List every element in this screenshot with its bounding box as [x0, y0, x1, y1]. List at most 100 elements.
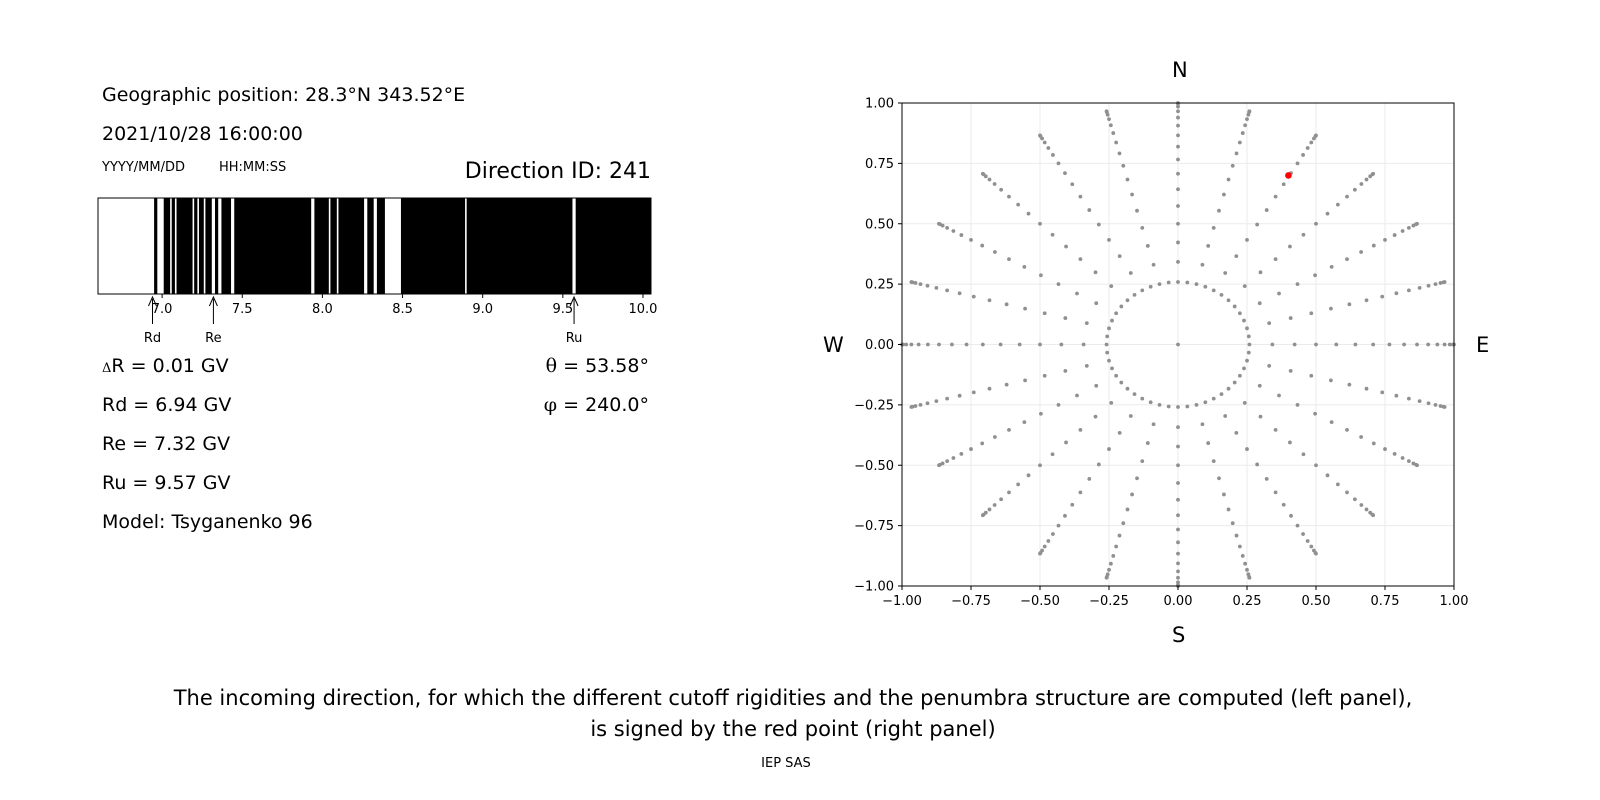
- delta-r-text: R = 0.01 GV: [111, 355, 229, 377]
- grid-point: [1245, 358, 1249, 363]
- grid-point: [1247, 342, 1252, 347]
- grid-point: [1313, 411, 1317, 416]
- time-format-label: HH:MM:SS: [219, 160, 287, 175]
- grid-point: [1289, 513, 1293, 518]
- grid-point: [1046, 539, 1051, 543]
- grid-point: [1222, 192, 1226, 197]
- grid-point: [1223, 271, 1228, 275]
- grid-point: [1176, 405, 1180, 409]
- grid-point: [1438, 404, 1443, 408]
- ru-value: Ru = 9.57 GV: [102, 472, 231, 494]
- grid-point: [1245, 447, 1249, 451]
- grid-point: [1087, 477, 1092, 481]
- grid-point: [1246, 334, 1251, 339]
- grid-point: [998, 342, 1003, 347]
- grid-point: [1442, 405, 1447, 409]
- geographic-position: Geographic position: 28.3°N 343.52°E: [102, 84, 466, 106]
- grid-point: [1313, 273, 1317, 278]
- grid-point: [1056, 282, 1061, 287]
- grid-point: [1064, 440, 1068, 445]
- grid-point: [909, 280, 914, 284]
- grid-point: [934, 285, 939, 290]
- grid-point: [1237, 311, 1242, 316]
- grid-point: [1046, 146, 1051, 150]
- grid-point: [1176, 425, 1180, 429]
- grid-point: [1347, 382, 1352, 387]
- grid-point: [1004, 302, 1009, 307]
- grid-point: [1273, 490, 1278, 495]
- grid-point: [1380, 294, 1385, 299]
- grid-point: [1314, 342, 1318, 347]
- allowed-band: [197, 198, 199, 294]
- theta-text: = 53.58°: [557, 355, 649, 377]
- grid-point: [934, 399, 939, 404]
- grid-point: [1217, 208, 1221, 213]
- grid-point: [1295, 523, 1300, 528]
- grid-point: [1277, 291, 1281, 296]
- grid-point: [1433, 402, 1438, 407]
- grid-point: [1240, 131, 1245, 135]
- grid-point: [1063, 513, 1067, 518]
- theta-symbol: θ: [545, 355, 558, 377]
- grid-point: [1107, 117, 1111, 122]
- grid-point: [950, 342, 954, 347]
- x-tick-label: −0.75: [951, 594, 991, 609]
- grid-point: [1206, 441, 1211, 445]
- model-name: Model: Tsyganenko 96: [102, 511, 313, 533]
- grid-point: [1145, 244, 1150, 248]
- grid-point: [1314, 133, 1318, 138]
- grid-point: [1094, 383, 1099, 388]
- x-tick-label: 7.5: [232, 302, 253, 317]
- rd-value: Rd = 6.94 GV: [102, 394, 232, 416]
- penumbra-chart: 7.0 7.5 8.0 8.5 9.0 9.5 10.0 Rd Re Ru: [97, 197, 657, 346]
- grid-point: [1135, 208, 1139, 213]
- grid-point: [1007, 194, 1011, 199]
- grid-point: [1232, 380, 1237, 385]
- grid-point: [1334, 342, 1339, 347]
- grid-point: [1042, 544, 1047, 549]
- grid-point: [937, 463, 941, 468]
- grid-point: [1242, 284, 1247, 288]
- grid-point: [916, 342, 921, 347]
- grid-point: [1093, 414, 1098, 419]
- grid-point: [1417, 399, 1422, 404]
- grid-point: [1234, 254, 1239, 259]
- grid-point: [1125, 386, 1130, 391]
- grid-point: [980, 441, 985, 446]
- grid-point: [1007, 427, 1011, 432]
- grid-point: [1140, 225, 1145, 230]
- grid-point: [1359, 503, 1364, 507]
- grid-point: [1371, 171, 1376, 176]
- grid-point: [1056, 523, 1061, 528]
- y-tick-label: −0.25: [854, 398, 894, 413]
- grid-point: [1219, 293, 1224, 297]
- grid-point: [1148, 284, 1153, 289]
- grid-point: [945, 459, 950, 464]
- grid-point: [1234, 151, 1239, 156]
- caption-line-2: is signed by the red point (right panel): [590, 717, 996, 741]
- grid-point: [1206, 244, 1211, 248]
- grid-point: [987, 298, 992, 303]
- grid-point: [1442, 280, 1447, 284]
- grid-point: [1406, 459, 1411, 464]
- grid-point: [1157, 282, 1162, 287]
- grid-point: [969, 238, 973, 242]
- grid-point: [1415, 342, 1419, 347]
- allowed-band: [170, 198, 172, 294]
- caption-line-1: The incoming direction, for which the di…: [173, 686, 1413, 710]
- grid-point: [1438, 281, 1443, 285]
- x-tick-label: 0.75: [1371, 594, 1400, 609]
- grid-point: [1176, 463, 1180, 468]
- allowed-band: [311, 198, 315, 294]
- grid-point: [1387, 342, 1392, 347]
- x-tick-label: −0.25: [1089, 594, 1129, 609]
- allowed-band: [192, 198, 195, 294]
- grid-point: [1314, 463, 1318, 468]
- grid-point: [1176, 133, 1180, 138]
- grid-point: [1301, 153, 1305, 157]
- grid-point: [1305, 146, 1310, 150]
- grid-point: [1273, 257, 1278, 262]
- grid-point: [1203, 284, 1208, 289]
- allowed-band: [231, 198, 235, 294]
- grid-point: [1176, 240, 1180, 245]
